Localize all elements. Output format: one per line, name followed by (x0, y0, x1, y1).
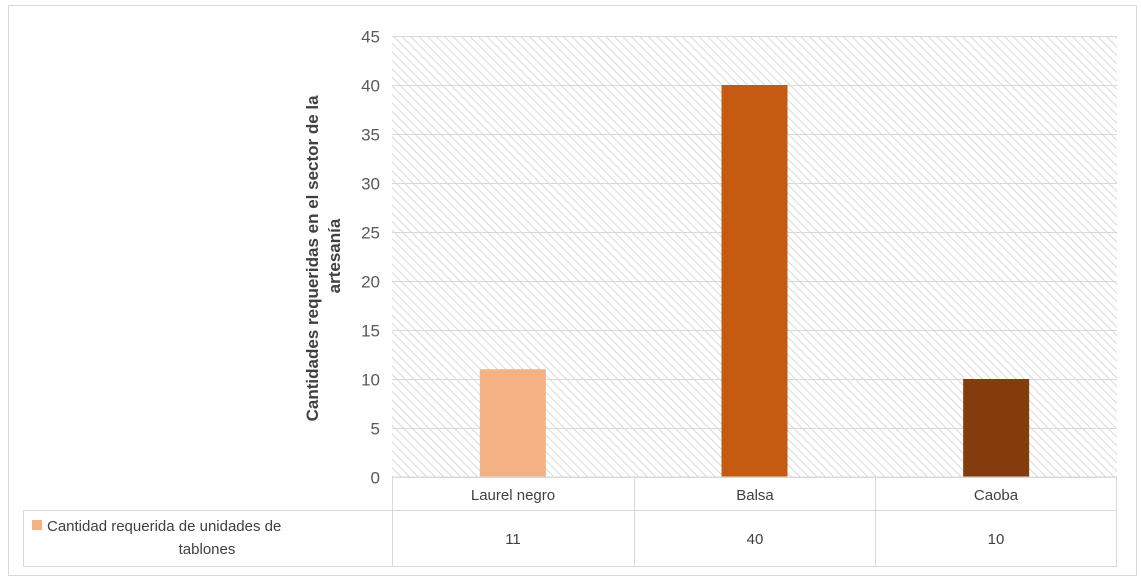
y-tick-label-40: 40 (361, 77, 380, 96)
table-value-caoba: 10 (988, 531, 1005, 548)
y-tick-label-30: 30 (361, 175, 380, 194)
table-value-laurel-negro: 11 (505, 531, 521, 548)
bar-laurel-negro (479, 369, 546, 477)
y-tick-label-15: 15 (361, 322, 380, 341)
y-tick-label-0: 0 (371, 469, 380, 488)
bar-balsa (721, 85, 788, 477)
y-tick-label-20: 20 (361, 273, 380, 292)
bar-caoba (963, 379, 1030, 477)
category-label-balsa: Balsa (736, 487, 774, 504)
table-value-balsa: 40 (747, 531, 764, 548)
series-name-line-1: Cantidad requerida de unidades de (47, 518, 281, 535)
category-label-caoba: Caoba (974, 487, 1019, 504)
y-tick-label-5: 5 (371, 420, 380, 439)
y-tick-label-45: 45 (361, 28, 380, 47)
y-axis-tick-labels: 0 5 10 15 20 25 30 35 40 45 (361, 28, 380, 488)
series-name: Cantidad requerida de unidades de tablon… (47, 518, 286, 558)
category-label-laurel-negro: Laurel negro (471, 487, 555, 504)
y-tick-label-25: 25 (361, 224, 380, 243)
bars (479, 85, 1030, 477)
y-axis-label-line-2: artesanía (325, 218, 344, 293)
y-axis-label: Cantidades requeridas en el sector de la… (303, 91, 344, 422)
series-name-line-2: tablones (179, 541, 236, 558)
y-tick-label-35: 35 (361, 126, 380, 145)
y-axis-label-line-1: Cantidades requeridas en el sector de la (303, 95, 322, 422)
legend-key (32, 520, 42, 530)
y-tick-label-10: 10 (361, 371, 380, 390)
data-table: Laurel negro Balsa Caoba Cantidad requer… (23, 476, 1117, 567)
